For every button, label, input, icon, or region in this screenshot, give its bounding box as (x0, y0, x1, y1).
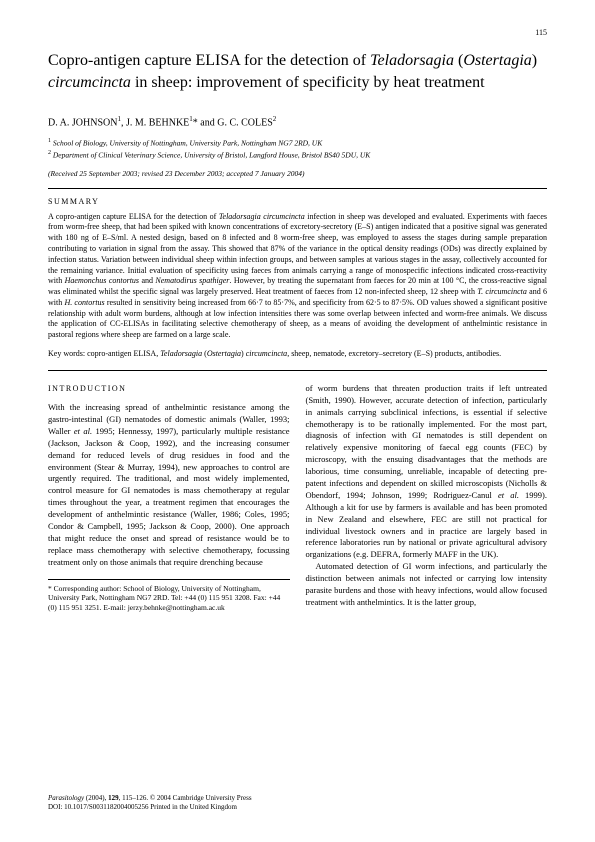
title-genus: Teladorsagia (370, 52, 454, 69)
keywords-text: , sheep, nematode, excretory–secretory (… (287, 349, 501, 358)
body-text: of worm burdens that threaten production… (306, 383, 548, 500)
title-text: Copro-antigen capture ELISA for the dete… (48, 52, 370, 69)
summary-species: T. circumcincta (477, 287, 527, 296)
article-dates: (Received 25 September 2003; revised 23 … (48, 169, 547, 178)
keywords-species: Teladorsagia (160, 349, 202, 358)
keywords-text: copro-antigen ELISA, (87, 349, 160, 358)
corresponding-footnote: * Corresponding author: School of Biolog… (48, 584, 290, 613)
footnote-divider (48, 579, 290, 580)
author-name: and G. C. COLES (198, 118, 273, 129)
summary-species: Haemonchus contortus (65, 276, 139, 285)
authors-line: D. A. JOHNSON1, J. M. BEHNKE1* and G. C.… (48, 115, 547, 128)
intro-heading: INTRODUCTION (48, 383, 290, 394)
aff-text: Department of Clinical Veterinary Scienc… (51, 150, 370, 159)
divider (48, 188, 547, 189)
footer-text: (2004), (84, 794, 108, 802)
title-syn: Ostertagia (463, 52, 531, 69)
keywords: Key words: copro-antigen ELISA, Teladors… (48, 349, 547, 360)
footer-line-2: DOI: 10.1017/S0031182004005256 Printed i… (48, 803, 547, 812)
summary-heading: SUMMARY (48, 197, 547, 206)
column-left: INTRODUCTION With the increasing spread … (48, 383, 290, 613)
summary-span: and (139, 276, 155, 285)
title-text: in sheep: improvement of specificity by … (131, 74, 485, 91)
summary-species: Nematodirus spathiger (155, 276, 229, 285)
page-number: 115 (535, 28, 547, 37)
body-paragraph: Automated detection of GI worm infection… (306, 561, 548, 609)
summary-text: A copro-antigen capture ELISA for the de… (48, 212, 547, 342)
body-italic: et al. (498, 490, 519, 500)
summary-species: H. contortus (64, 298, 104, 307)
keywords-label: Key words: (48, 349, 87, 358)
column-right: of worm burdens that threaten production… (306, 383, 548, 613)
title-text: ( (454, 52, 463, 69)
body-paragraph: With the increasing spread of anthelmint… (48, 402, 290, 568)
affiliations: 1 School of Biology, University of Notti… (48, 137, 547, 161)
affiliation-row: 2 Department of Clinical Veterinary Scie… (48, 149, 547, 161)
footer: Parasitology (2004), 129, 115–126. © 200… (48, 794, 547, 812)
article-title: Copro-antigen capture ELISA for the dete… (48, 50, 547, 93)
summary-span: A copro-antigen capture ELISA for the de… (48, 212, 219, 221)
summary-species: Teladorsagia circumcincta (219, 212, 305, 221)
title-text: ) (532, 52, 537, 69)
body-text: 1999). Although a kit for use by farmers… (306, 490, 548, 559)
author-name: , J. M. BEHNKE (121, 118, 189, 129)
body-columns: INTRODUCTION With the increasing spread … (48, 383, 547, 613)
author-aff-sup: 2 (273, 115, 277, 123)
footer-journal: Parasitology (48, 794, 84, 802)
body-text: 1995; Hennessy, 1997), particularly mult… (48, 426, 290, 567)
body-italic: et al. (74, 426, 92, 436)
keywords-species: circumcincta (246, 349, 287, 358)
footer-volume: 129 (108, 794, 119, 802)
footer-line-1: Parasitology (2004), 129, 115–126. © 200… (48, 794, 547, 803)
author-name: D. A. JOHNSON (48, 118, 117, 129)
divider (48, 370, 547, 371)
summary-span: resulted in sensitivity being increased … (48, 298, 547, 339)
summary-span: infection in sheep was developed and eva… (48, 212, 547, 286)
footer-text: , 115–126. © 2004 Cambridge University P… (119, 794, 252, 802)
affiliation-row: 1 School of Biology, University of Notti… (48, 137, 547, 149)
aff-text: School of Biology, University of Notting… (51, 138, 322, 147)
title-species: circumcincta (48, 74, 131, 91)
keywords-species: Ostertagia (207, 349, 241, 358)
body-paragraph: of worm burdens that threaten production… (306, 383, 548, 561)
